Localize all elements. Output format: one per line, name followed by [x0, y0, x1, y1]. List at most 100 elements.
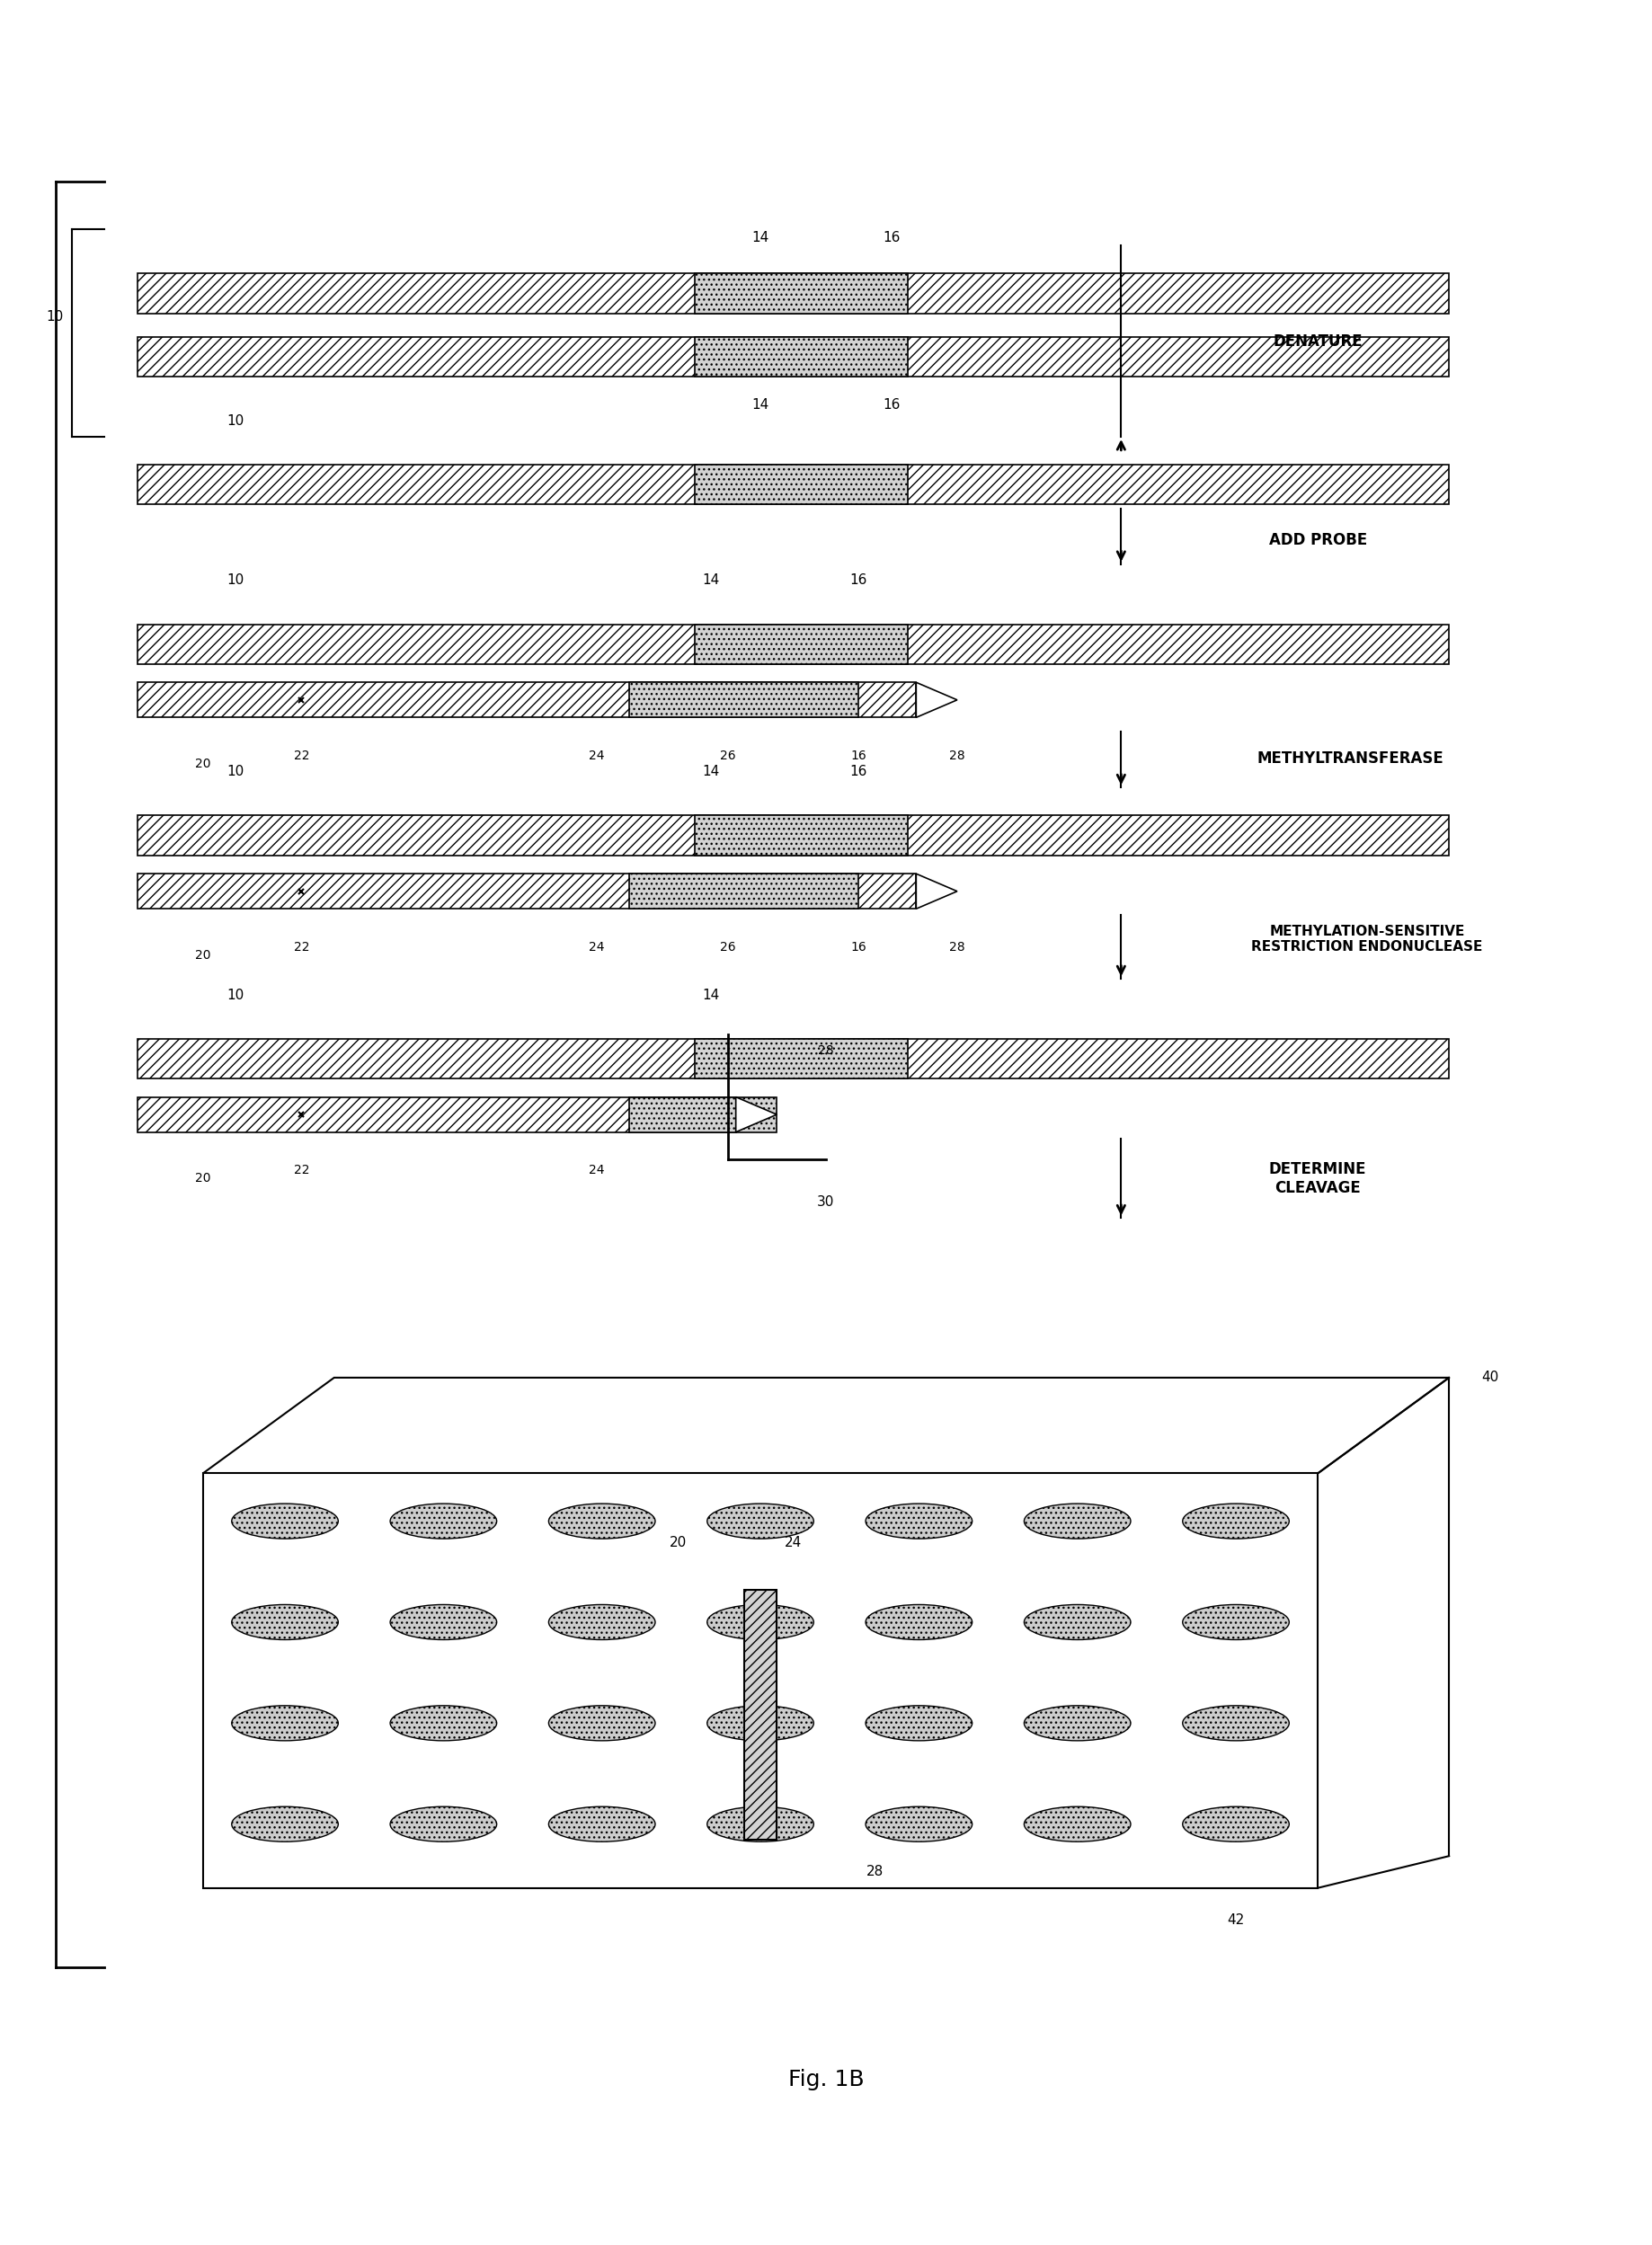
Ellipse shape [390, 1605, 497, 1639]
Text: 24: 24 [785, 1536, 801, 1549]
Bar [137, 1039, 1449, 1078]
Text: DENATURE: DENATURE [1274, 332, 1363, 350]
Text: 14: 14 [752, 397, 770, 411]
Text: 10: 10 [226, 413, 244, 427]
Bar [695, 274, 909, 314]
Ellipse shape [231, 1605, 339, 1639]
Text: 10: 10 [226, 766, 244, 779]
Text: 10: 10 [226, 572, 244, 586]
Polygon shape [917, 682, 957, 718]
Bar [695, 624, 909, 665]
Ellipse shape [548, 1605, 656, 1639]
Text: 28: 28 [950, 750, 965, 761]
Bar [629, 682, 859, 718]
Text: 28: 28 [818, 1044, 834, 1057]
Text: 14: 14 [702, 572, 720, 586]
Text: 22: 22 [294, 1165, 309, 1176]
Bar [629, 873, 859, 909]
Ellipse shape [1183, 1605, 1289, 1639]
Text: 20: 20 [195, 757, 211, 770]
Ellipse shape [866, 1807, 971, 1841]
Text: 16: 16 [851, 766, 867, 779]
Bar [629, 1098, 776, 1131]
Bar [695, 1039, 909, 1078]
Text: 28: 28 [950, 941, 965, 954]
Bar [629, 682, 859, 718]
Polygon shape [203, 1473, 1318, 1888]
Bar [695, 815, 909, 855]
Text: 22: 22 [294, 941, 309, 954]
Bar [137, 465, 1449, 505]
Bar [695, 337, 909, 377]
Text: 24: 24 [588, 1165, 605, 1176]
Ellipse shape [1183, 1504, 1289, 1538]
Text: METHYLATION-SENSITIVE
RESTRICTION ENDONUCLEASE: METHYLATION-SENSITIVE RESTRICTION ENDONU… [1251, 925, 1483, 954]
Text: 28: 28 [867, 1866, 884, 1879]
Ellipse shape [707, 1706, 814, 1740]
FancyBboxPatch shape [137, 274, 1449, 314]
Text: METHYLTRANSFERASE: METHYLTRANSFERASE [1257, 750, 1444, 768]
Bar [629, 1098, 776, 1131]
Text: ADD PROBE: ADD PROBE [1269, 532, 1366, 548]
Ellipse shape [866, 1706, 971, 1740]
Ellipse shape [231, 1706, 339, 1740]
Ellipse shape [548, 1504, 656, 1538]
Ellipse shape [390, 1807, 497, 1841]
Ellipse shape [231, 1504, 339, 1538]
Ellipse shape [1183, 1807, 1289, 1841]
Text: 14: 14 [752, 231, 770, 245]
Bar [695, 465, 909, 505]
Text: 22: 22 [294, 750, 309, 761]
Bar [137, 274, 1449, 314]
Text: 16: 16 [851, 750, 867, 761]
Text: 20: 20 [669, 1536, 687, 1549]
Polygon shape [203, 1378, 1449, 1473]
Ellipse shape [1024, 1504, 1130, 1538]
Ellipse shape [548, 1807, 656, 1841]
Text: 16: 16 [851, 572, 867, 586]
Bar [137, 624, 1449, 665]
Ellipse shape [866, 1605, 971, 1639]
FancyBboxPatch shape [137, 1039, 1449, 1078]
Ellipse shape [1024, 1706, 1130, 1740]
Text: 20: 20 [195, 1172, 211, 1185]
Bar [137, 682, 917, 718]
Text: 16: 16 [882, 397, 900, 411]
Text: 14: 14 [702, 988, 720, 1001]
Ellipse shape [231, 1807, 339, 1841]
FancyBboxPatch shape [137, 815, 1449, 855]
Ellipse shape [390, 1706, 497, 1740]
Text: 24: 24 [588, 750, 605, 761]
Ellipse shape [1024, 1807, 1130, 1841]
Bar [137, 815, 1449, 855]
Text: 20: 20 [195, 950, 211, 961]
Text: DETERMINE
CLEAVAGE: DETERMINE CLEAVAGE [1269, 1161, 1366, 1197]
Bar [629, 873, 859, 909]
Text: 24: 24 [588, 941, 605, 954]
Text: 10: 10 [46, 310, 64, 323]
Text: 10: 10 [226, 988, 244, 1001]
FancyBboxPatch shape [137, 624, 1449, 665]
Ellipse shape [707, 1504, 814, 1538]
Bar [137, 873, 917, 909]
Text: 26: 26 [720, 750, 735, 761]
Bar [137, 337, 1449, 377]
Ellipse shape [707, 1807, 814, 1841]
Ellipse shape [866, 1504, 971, 1538]
Ellipse shape [548, 1706, 656, 1740]
Ellipse shape [707, 1605, 814, 1639]
Text: 26: 26 [720, 941, 735, 954]
Ellipse shape [1183, 1706, 1289, 1740]
Text: 30: 30 [818, 1197, 834, 1210]
Text: 14: 14 [702, 766, 720, 779]
Text: 42: 42 [1227, 1913, 1244, 1926]
Polygon shape [735, 1098, 776, 1131]
FancyBboxPatch shape [137, 465, 1449, 505]
Ellipse shape [390, 1504, 497, 1538]
FancyBboxPatch shape [137, 337, 1449, 377]
Bar [743, 1589, 776, 1841]
Text: 40: 40 [1482, 1372, 1498, 1385]
Ellipse shape [1024, 1605, 1130, 1639]
Bar [137, 1098, 735, 1131]
Text: 16: 16 [882, 231, 900, 245]
